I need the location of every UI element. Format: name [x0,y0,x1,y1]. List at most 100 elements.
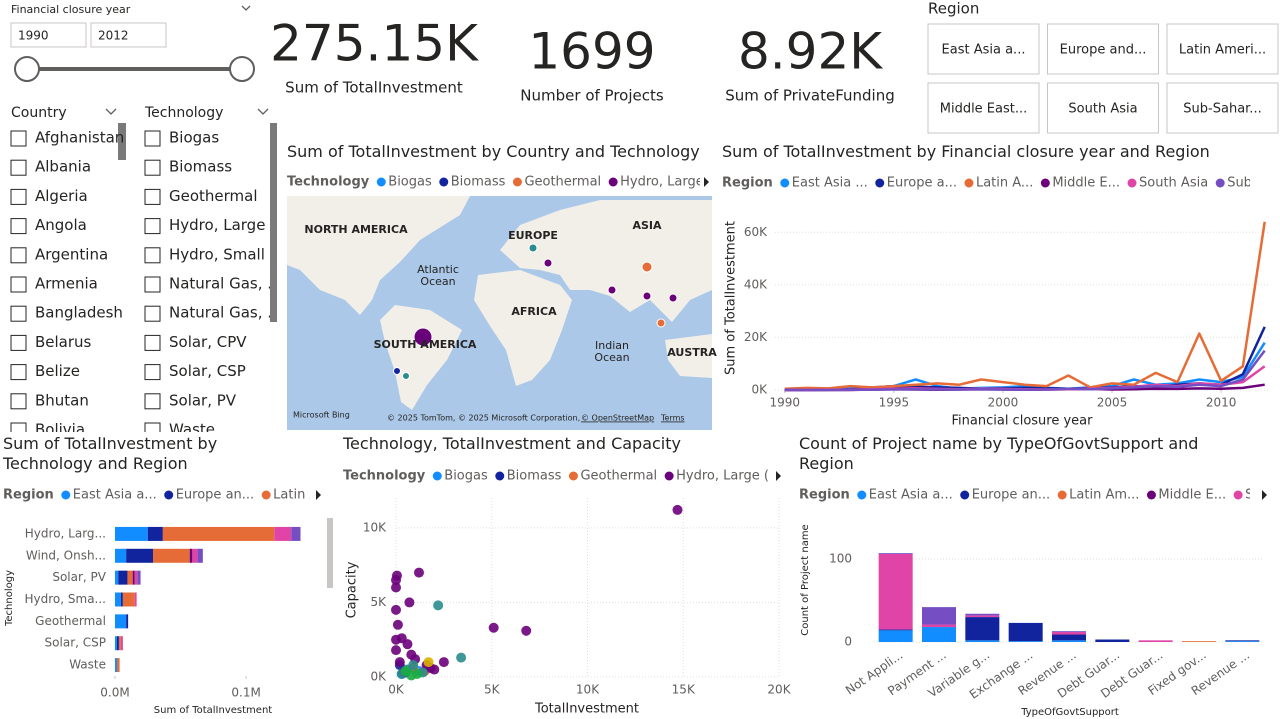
bar-segment [115,636,117,651]
dropdown-chevron[interactable] [257,108,269,115]
y-tick-label: Solar, CSP [45,636,106,650]
legend-next[interactable] [776,471,781,481]
map-terms: Terms [660,414,685,423]
slicer-item: Armenia [35,275,98,293]
region-button-label: South Asia [1068,102,1137,117]
point [413,567,424,578]
checkbox[interactable] [10,247,27,264]
checkbox[interactable] [144,364,161,381]
slicer-item: Natural Gas, ... [169,275,282,293]
point [400,666,411,677]
region-button[interactable] [927,23,1040,75]
bar-segment [965,613,1000,616]
x-tick-label: 0.1M [231,686,260,700]
checkbox[interactable] [144,334,161,351]
point [672,504,683,515]
checkbox[interactable] [144,305,161,322]
legend-label: Middle E... [1158,488,1226,503]
legend-marker [261,490,271,500]
x-axis-title: Financial closure year [952,414,1094,429]
slicer-item: Algeria [35,187,88,205]
x-tick-label: 0.0M [100,686,129,700]
legend: Technology Biogas Biomass Geothermal Hydro, … [343,469,800,484]
bar-segment [120,636,123,651]
legend-label: Latin Am... [1069,488,1139,503]
region-button[interactable] [1047,23,1159,75]
year-input[interactable] [10,22,87,48]
checkbox[interactable] [144,393,161,410]
y-tick-label: Waste [69,658,106,672]
legend-label: Geothermal [580,469,657,484]
y-tick-label: 100 [829,551,852,565]
card-label: Number of Projects [520,87,664,105]
checkbox[interactable] [10,276,27,293]
chart-title: Sum of TotalInvestment by Country and Te… [287,142,700,161]
checkbox[interactable] [10,393,27,410]
legend: Region East Asia a... Europe an... Latin Am… [3,488,310,503]
legend-title: Region [799,488,850,503]
slicer-item: Belize [35,362,80,380]
slicer-item: Geothermal [169,187,258,205]
map-label: Indian [595,339,629,352]
slider-handle[interactable] [14,56,40,82]
map-label: AFRICA [511,305,557,318]
checkbox[interactable] [144,159,161,176]
bar-segment [120,592,123,607]
checkbox[interactable] [144,422,161,438]
legend-next[interactable] [316,490,321,500]
scrollbar[interactable] [270,123,277,322]
legend-next[interactable] [1262,490,1267,500]
legend-label: South Asia [1139,176,1208,191]
checkbox[interactable] [10,188,27,205]
checkbox[interactable] [144,247,161,264]
checkbox[interactable] [10,159,27,176]
bar-segment [115,658,117,673]
checkbox[interactable] [10,218,27,235]
region-button[interactable] [927,82,1040,134]
bar-segment [162,526,275,541]
checkbox[interactable] [10,305,27,322]
region-button[interactable] [1166,82,1279,134]
checkbox[interactable] [10,130,27,147]
point [408,660,419,671]
scrollbar[interactable] [327,518,333,588]
dropdown-chevron[interactable] [105,108,117,115]
checkbox[interactable] [144,188,161,205]
region-button-label: Latin Ameri... [1179,43,1266,58]
legend-marker [1057,490,1067,500]
legend-label: Hydro, Large (>5... [676,469,800,484]
bar-segment [1225,640,1260,642]
slider-handle[interactable] [229,56,255,82]
pie-markers[interactable] [393,243,678,380]
legend-label: East Asia a... [73,488,157,503]
x-tick-label: 2010 [1206,396,1237,410]
bar-segment [1138,640,1173,642]
scrollbar[interactable] [118,123,126,160]
legend-next[interactable] [704,177,709,187]
map[interactable] [287,196,712,430]
checkbox[interactable] [10,334,27,351]
chart-title: Sum of TotalInvestment by Financial clos… [722,142,1210,161]
region-button[interactable] [1166,23,1279,75]
legend-label: Biogas [444,469,488,484]
legend-label: Geothermal [524,175,601,190]
bar-segment [116,636,119,651]
map-label: Ocean [420,275,455,288]
y-axis-title: Technology [4,570,15,627]
point [423,657,434,668]
bar-segment [118,570,128,585]
year-input[interactable] [90,22,167,48]
checkbox[interactable] [144,218,161,235]
y-tick-label: Hydro, Sma... [25,592,107,606]
point [392,619,403,630]
checkbox[interactable] [10,364,27,381]
slicer-item: Angola [35,216,87,234]
dropdown-chevron[interactable] [241,5,251,11]
checkbox[interactable] [144,276,161,293]
checkbox[interactable] [144,130,161,147]
checkbox[interactable] [10,422,27,438]
bar-segment [1052,632,1086,635]
region-button[interactable] [1047,82,1159,134]
